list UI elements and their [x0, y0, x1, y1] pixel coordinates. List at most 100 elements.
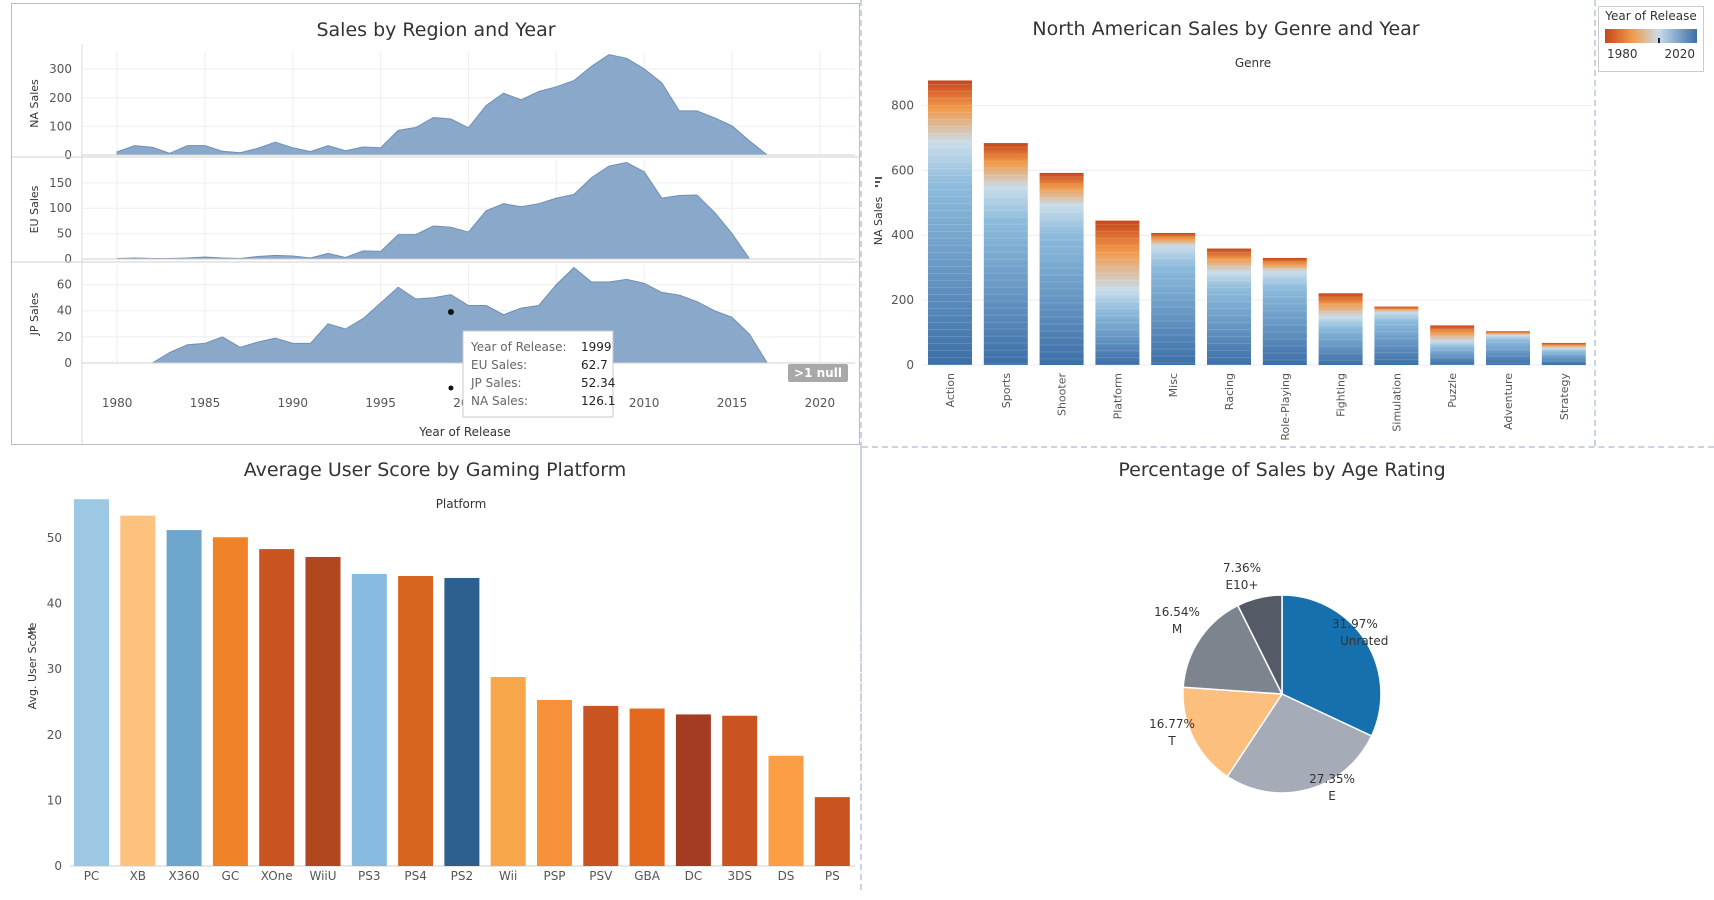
- age-rating-chart[interactable]: Percentage of Sales by Age Rating 31.97%…: [862, 448, 1714, 888]
- genre-y-tick-label: 200: [891, 293, 914, 307]
- genre-bar[interactable]: [1039, 172, 1084, 365]
- region-area-0[interactable]: [116, 54, 820, 156]
- region-y-tick-label: 60: [57, 278, 72, 292]
- platform-bar[interactable]: [259, 549, 295, 866]
- pie-percent-label: 7.36%: [1223, 561, 1261, 575]
- genre-sales-chart[interactable]: North American Sales by Genre and Year G…: [862, 3, 1592, 445]
- tooltip-label: NA Sales:: [471, 394, 528, 408]
- region-area-1[interactable]: [116, 161, 820, 260]
- region-x-tick-label: 1995: [365, 396, 396, 410]
- platform-y-tick-label: 30: [47, 662, 62, 676]
- genre-bar[interactable]: [1095, 220, 1140, 365]
- platform-x-tick-label: PSP: [543, 869, 565, 883]
- platform-x-tick-label: GBA: [634, 869, 661, 883]
- platform-bar[interactable]: [444, 577, 480, 866]
- region-y-tick-label: 100: [49, 119, 72, 133]
- age-rating-pane[interactable]: Percentage of Sales by Age Rating 31.97%…: [862, 448, 1714, 888]
- genre-bar[interactable]: [1541, 342, 1586, 365]
- platform-bar[interactable]: [675, 714, 711, 866]
- pie-category-label: E10+: [1226, 578, 1259, 592]
- platform-y-tick-label: 20: [47, 728, 62, 742]
- legend-min-label: 1980: [1607, 47, 1638, 61]
- platform-x-tick-label: PS: [825, 869, 840, 883]
- year-color-legend[interactable]: Year of Release 1980 2020: [1598, 6, 1704, 72]
- platform-x-tick-label: GC: [222, 869, 240, 883]
- platform-x-tick-label: XOne: [261, 869, 293, 883]
- legend-color-bar: [1605, 29, 1697, 43]
- region-x-tick-label: 2020: [805, 396, 836, 410]
- region-x-tick-label: 2010: [629, 396, 660, 410]
- platform-bar[interactable]: [537, 699, 572, 866]
- region-sales-pane[interactable]: Sales by Region and Year 0 100 200 300 NA Sa…: [11, 3, 861, 446]
- pie-percent-label: 16.77%: [1149, 717, 1195, 731]
- platform-bar[interactable]: [722, 715, 758, 866]
- genre-bar[interactable]: [983, 143, 1028, 365]
- platform-y-tick-label: 0: [54, 859, 62, 873]
- genre-y-tick-label: 400: [891, 228, 914, 242]
- genre-header: Genre: [1235, 56, 1271, 70]
- region-y-tick-label: 100: [49, 201, 72, 215]
- pie-slice[interactable]: [1236, 594, 1283, 695]
- platform-y-tick-label: 50: [47, 531, 62, 545]
- region-y-tick-label: 150: [49, 176, 72, 190]
- legend-title: Year of Release: [1605, 9, 1697, 23]
- genre-y-tick-label: 0: [906, 358, 914, 372]
- genre-bar[interactable]: [1486, 331, 1530, 365]
- region-y-axis-label: JP Sales: [28, 292, 41, 336]
- genre-y-tick-label: 800: [891, 98, 914, 112]
- platform-bar[interactable]: [305, 556, 341, 866]
- platform-bar[interactable]: [814, 797, 850, 866]
- pie-slice[interactable]: [1182, 604, 1284, 695]
- platform-x-tick-label: Wii: [499, 869, 517, 883]
- pie-category-label: T: [1167, 734, 1176, 748]
- platform-y-tick-label: 10: [47, 793, 62, 807]
- pie-category-label: E: [1328, 789, 1336, 803]
- pie-slice[interactable]: [1281, 594, 1382, 737]
- genre-bar[interactable]: [1207, 248, 1251, 365]
- platform-bar[interactable]: [398, 575, 434, 866]
- platform-bar[interactable]: [212, 537, 248, 866]
- genre-sales-pane[interactable]: North American Sales by Genre and Year G…: [862, 3, 1592, 445]
- genre-bar[interactable]: [1151, 232, 1196, 365]
- genre-bar[interactable]: [1318, 293, 1363, 365]
- pie-slice[interactable]: [1226, 693, 1373, 794]
- region-x-axis-label: Year of Release: [418, 425, 511, 439]
- platform-bar[interactable]: [583, 705, 619, 866]
- platform-chart-title: Average User Score by Gaming Platform: [244, 459, 626, 481]
- platform-bar[interactable]: [629, 708, 665, 866]
- genre-y-axis-label: NA Sales: [872, 196, 885, 245]
- genre-chart-title: North American Sales by Genre and Year: [1032, 18, 1419, 40]
- tooltip-value: 52.34: [581, 376, 615, 390]
- genre-x-tick-label: Fighting: [1335, 373, 1348, 417]
- genre-bar[interactable]: [1374, 306, 1419, 365]
- platform-bar[interactable]: [120, 515, 156, 866]
- region-y-tick-label: 0: [64, 148, 72, 162]
- platform-x-tick-label: PS2: [451, 869, 474, 883]
- region-area-2[interactable]: [117, 266, 820, 364]
- platform-score-pane[interactable]: Average User Score by Gaming Platform Pl…: [0, 448, 862, 888]
- region-tooltip: Year of Release: 1999 EU Sales: 62.7 JP Sale…: [462, 330, 615, 418]
- tooltip-label: Year of Release:: [470, 340, 567, 354]
- tooltip-value: 62.7: [581, 358, 608, 372]
- genre-bar[interactable]: [928, 80, 972, 365]
- sort-icon[interactable]: [875, 177, 882, 187]
- pie-percent-label: 16.54%: [1154, 605, 1200, 619]
- platform-bar[interactable]: [74, 499, 109, 866]
- platform-bar[interactable]: [351, 574, 387, 866]
- platform-bar[interactable]: [768, 755, 804, 866]
- sort-icon[interactable]: [28, 628, 35, 638]
- region-x-tick-label: 1980: [102, 396, 133, 410]
- genre-x-tick-label: Sports: [1000, 373, 1013, 409]
- genre-bar[interactable]: [1430, 325, 1475, 365]
- platform-bar[interactable]: [490, 677, 526, 866]
- null-badge[interactable]: >1 null: [788, 364, 848, 382]
- genre-bar[interactable]: [1262, 257, 1307, 365]
- tooltip-label: JP Sales:: [470, 376, 522, 390]
- region-y-tick-label: 20: [57, 330, 72, 344]
- age-chart-title: Percentage of Sales by Age Rating: [1118, 459, 1445, 481]
- pie-slice[interactable]: [1182, 686, 1284, 778]
- platform-score-chart[interactable]: Average User Score by Gaming Platform Pl…: [0, 448, 862, 888]
- genre-y-tick-label: 600: [891, 163, 914, 177]
- platform-bar[interactable]: [166, 530, 202, 866]
